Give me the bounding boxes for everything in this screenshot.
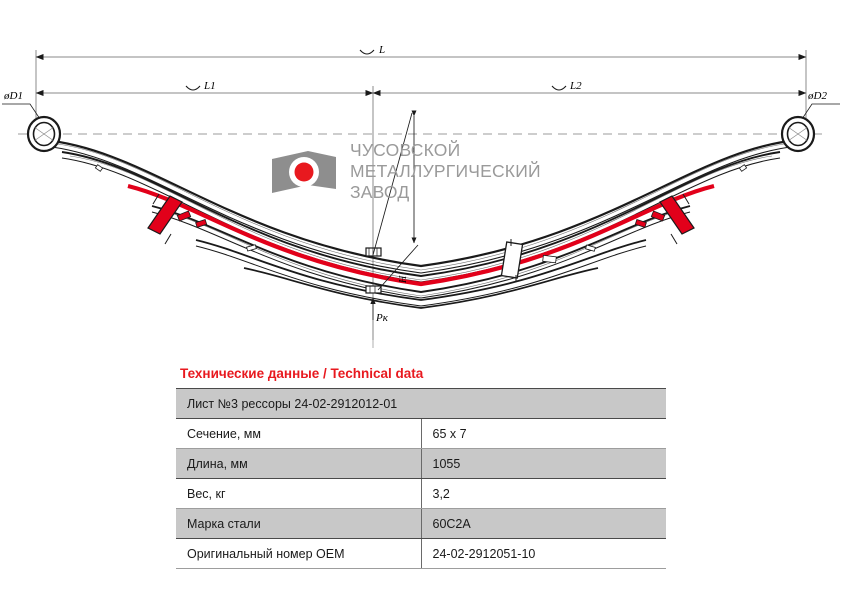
- row-key: Вес, кг: [176, 478, 422, 509]
- table-row: Длина, мм 1055: [176, 448, 666, 479]
- row-value: 65 x 7: [421, 418, 666, 449]
- leaf-3-highlight: [127, 183, 715, 287]
- clamp-right-red: [634, 193, 695, 245]
- technical-data-section: Технические данные / Technical data Лист…: [176, 366, 666, 569]
- leaf-spring-svg: [2, 49, 840, 348]
- leaf-1-edge: [43, 145, 799, 274]
- row-key: Марка стали: [176, 508, 422, 539]
- row-key: Сечение, мм: [176, 418, 422, 449]
- row-key: Оригинальный номер OEM: [176, 538, 422, 569]
- leaf-5-edge: [195, 245, 647, 307]
- eye-left: [26, 115, 62, 153]
- row-key: Длина, мм: [176, 448, 422, 479]
- leaf-hairlines: [49, 142, 793, 297]
- leaf-4-edge: [151, 211, 691, 299]
- arc-symbols: [185, 49, 567, 91]
- row-value: 60С2А: [421, 508, 666, 539]
- row-value: 1055: [421, 448, 666, 479]
- row-value: 24-02-2912051-10: [421, 538, 666, 569]
- leaf-5: [195, 239, 647, 301]
- table-row: Сечение, мм 65 x 7: [176, 418, 666, 449]
- leaf-6: [243, 267, 599, 309]
- technical-data-title: Технические данные / Technical data: [180, 366, 424, 381]
- dim-label-D2: øD2: [808, 90, 827, 102]
- dim-label-D1: øD1: [4, 90, 23, 102]
- dimension-lines: [35, 53, 807, 97]
- leaf-stack: [43, 138, 799, 309]
- leaf-4: [151, 205, 691, 293]
- row-value: 3,2: [421, 478, 666, 509]
- table-row: Оригинальный номер OEM 24-02-2912051-10: [176, 538, 666, 569]
- clamp-left-red: [147, 193, 208, 245]
- leaf-spring-drawing: L L1 L2 H Pк øD1 øD2 ЧУСОВСКОЙ МЕТАЛЛУРГ…: [2, 44, 840, 348]
- dim-label-L: L: [379, 44, 386, 56]
- clamp-center-white: [500, 239, 557, 282]
- dim-label-L2: L2: [570, 80, 582, 92]
- leaf-2: [61, 151, 781, 277]
- eye-right: [780, 115, 816, 153]
- extension-lines: [35, 50, 807, 300]
- height-dimension: [372, 110, 419, 291]
- table-row: Марка стали 60С2А: [176, 508, 666, 539]
- leaf-1: [43, 138, 799, 268]
- dim-label-L1: L1: [204, 80, 216, 92]
- table-row-header: Лист №3 рессоры 24-02-2912012-01: [176, 388, 666, 419]
- table-header-cell: Лист №3 рессоры 24-02-2912012-01: [176, 388, 666, 419]
- technical-data-table: Лист №3 рессоры 24-02-2912012-01 Сечение…: [176, 388, 666, 569]
- leaf-end-marks: [94, 164, 748, 252]
- dim-label-H: H: [398, 275, 409, 283]
- eye-leaders: [2, 103, 840, 129]
- table-row: Вес, кг 3,2: [176, 478, 666, 509]
- dim-label-Pk: Pк: [376, 312, 388, 324]
